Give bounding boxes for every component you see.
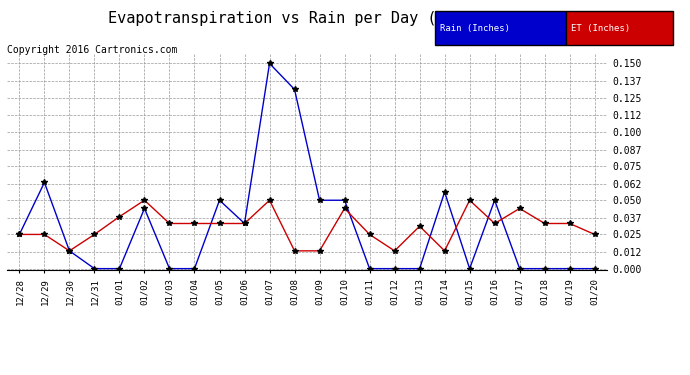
Text: Rain (Inches): Rain (Inches) bbox=[440, 24, 509, 33]
Text: Copyright 2016 Cartronics.com: Copyright 2016 Cartronics.com bbox=[7, 45, 177, 55]
Text: ET (Inches): ET (Inches) bbox=[571, 24, 630, 33]
Text: Evapotranspiration vs Rain per Day (Inches) 20160121: Evapotranspiration vs Rain per Day (Inch… bbox=[108, 11, 582, 26]
